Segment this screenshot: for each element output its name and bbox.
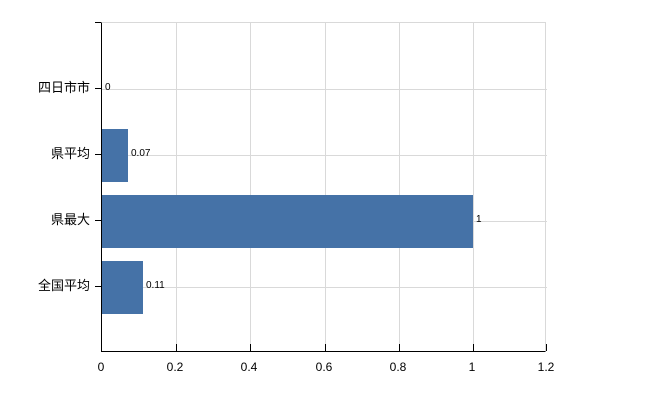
bar: [102, 129, 128, 182]
category-label: 全国平均: [37, 278, 90, 293]
y-axis-tick: [95, 88, 101, 89]
x-gridline: [473, 23, 474, 351]
x-tick-label: 0.4: [240, 360, 258, 374]
y-axis-tick: [95, 154, 101, 155]
category-gridline: [102, 287, 547, 288]
x-axis-tick: [325, 344, 326, 351]
y-axis-tick: [95, 220, 101, 221]
x-tick-label: 0.8: [389, 360, 407, 374]
x-gridline: [325, 23, 326, 351]
x-axis-tick: [399, 344, 400, 351]
x-axis-tick: [546, 344, 547, 351]
y-axis-tick: [95, 286, 101, 287]
category-gridline: [102, 89, 547, 90]
category-gridline: [102, 155, 547, 156]
bar-value-label: 1: [476, 214, 482, 225]
x-gridline: [399, 23, 400, 351]
bar-value-label: 0.11: [146, 280, 165, 291]
x-axis-tick: [176, 344, 177, 351]
x-gridline: [176, 23, 177, 351]
bar-value-label: 0.07: [131, 148, 151, 159]
x-tick-label: 1.2: [537, 360, 555, 374]
category-label: 県最大: [50, 212, 90, 227]
y-axis-end-tick: [95, 22, 101, 23]
x-axis-tick: [473, 344, 474, 351]
x-axis-tick: [250, 344, 251, 351]
bar: [102, 261, 143, 314]
x-tick-label: 0: [97, 360, 105, 374]
category-label: 四日市市: [37, 80, 90, 95]
bar-value-label: 0: [105, 82, 111, 93]
x-tick-label: 0.2: [166, 360, 184, 374]
x-gridline: [250, 23, 251, 351]
category-label: 県平均: [50, 146, 90, 161]
plot-area: [101, 22, 547, 352]
x-tick-label: 1: [468, 360, 476, 374]
x-tick-label: 0.6: [315, 360, 333, 374]
bar: [102, 195, 473, 248]
